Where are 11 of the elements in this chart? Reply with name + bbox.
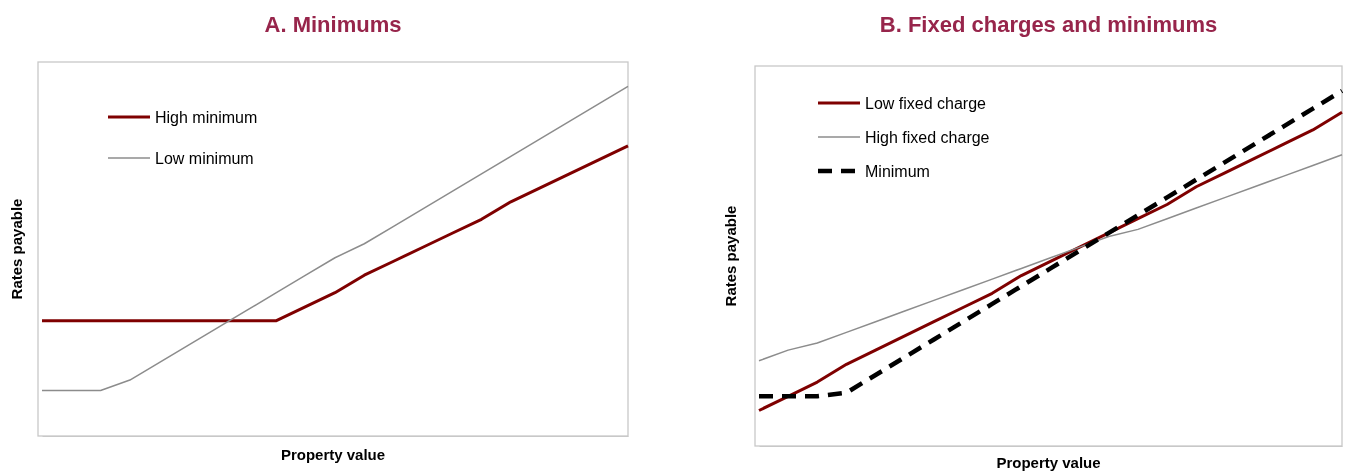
- legend-label: Low minimum: [155, 150, 254, 167]
- x-axis-title: Property value: [280, 446, 386, 463]
- chart-title: A. Minimums: [264, 12, 402, 37]
- y-axis-title: Rates payable: [8, 198, 25, 300]
- legend-label: High minimum: [155, 109, 258, 126]
- chart-title: B. Fixed charges and minimums: [879, 12, 1218, 37]
- y-axis-title: Rates payable: [722, 205, 739, 307]
- legend-label: Minimum: [865, 163, 930, 180]
- legend-label: High fixed charge: [865, 129, 990, 146]
- legend-label: Low fixed charge: [865, 95, 987, 112]
- x-axis-title: Property value: [996, 454, 1101, 471]
